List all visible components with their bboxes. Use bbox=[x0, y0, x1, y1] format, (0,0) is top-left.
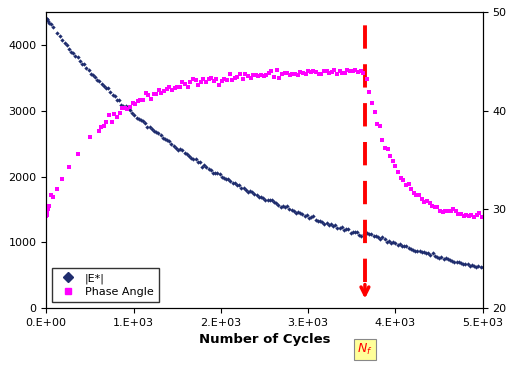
|E*| bbox=[158, 132, 164, 137]
Phase Angle bbox=[145, 93, 151, 97]
|E*| bbox=[54, 31, 60, 35]
Phase Angle bbox=[405, 182, 411, 187]
Phase Angle bbox=[460, 214, 467, 218]
|E*| bbox=[480, 264, 486, 269]
|E*| bbox=[90, 73, 96, 77]
|E*| bbox=[61, 41, 67, 45]
X-axis label: Number of Cycles: Number of Cycles bbox=[199, 333, 330, 346]
|E*| bbox=[313, 218, 319, 222]
Phase Angle bbox=[331, 68, 337, 72]
Line: |E*|: |E*| bbox=[45, 17, 484, 269]
Phase Angle bbox=[292, 72, 298, 77]
|E*| bbox=[43, 16, 49, 21]
Line: Phase Angle: Phase Angle bbox=[44, 68, 484, 219]
Phase Angle bbox=[179, 80, 185, 84]
|E*| bbox=[473, 265, 479, 269]
Phase Angle bbox=[479, 215, 485, 219]
Legend: |E*|, Phase Angle: |E*|, Phase Angle bbox=[52, 267, 159, 302]
Phase Angle bbox=[43, 210, 49, 214]
Phase Angle bbox=[471, 215, 477, 220]
|E*| bbox=[375, 235, 381, 239]
Phase Angle bbox=[352, 67, 358, 72]
Text: $N_f$: $N_f$ bbox=[357, 342, 373, 357]
